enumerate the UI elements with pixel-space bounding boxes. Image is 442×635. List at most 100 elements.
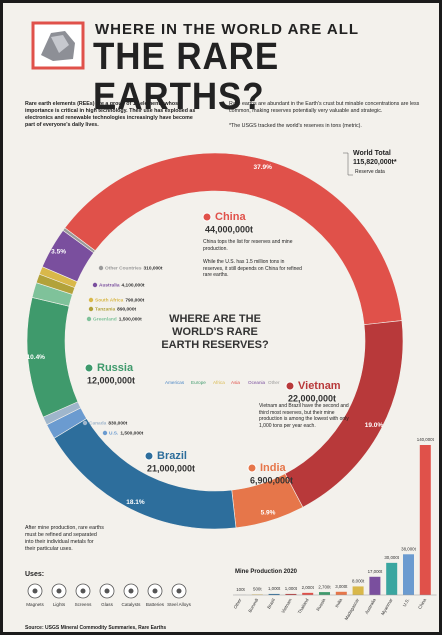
value-label: 500t bbox=[253, 587, 262, 592]
country-amount: 21,000,000t bbox=[147, 463, 195, 473]
bar bbox=[403, 554, 414, 595]
note: Vietnam and Brazil have the second and t… bbox=[259, 403, 349, 429]
country-amount: 12,000,000t bbox=[87, 375, 135, 385]
category-label: Australia bbox=[364, 597, 377, 615]
flag bbox=[102, 430, 108, 436]
country-amount: 4,100,000t bbox=[122, 282, 145, 288]
use-label: Magnets bbox=[26, 602, 44, 607]
chart-canvas: 37.9% 19.0% 5.9% 18.1% 10.4% 3.5% Americas Euro… bbox=[26, 21, 437, 621]
use-icon-dot bbox=[56, 588, 62, 594]
category-label: Thailand bbox=[297, 597, 310, 615]
bar-title: Mine Production 2020 bbox=[235, 569, 298, 575]
uses-title: Uses: bbox=[25, 571, 45, 578]
category-label: Other bbox=[233, 597, 243, 609]
value-label: 2,700t bbox=[318, 584, 331, 589]
center-title: WHERE ARE THE WORLD'S RARE EARTH RESERVE… bbox=[161, 313, 269, 351]
country-name: China bbox=[215, 211, 246, 223]
flag bbox=[86, 316, 92, 322]
country-amount: 22,000,000t bbox=[288, 393, 336, 403]
country-name: Other Countries bbox=[105, 265, 142, 271]
legend-label: Europe bbox=[191, 380, 206, 385]
value-label: 17,000t bbox=[368, 569, 383, 574]
use-icon-dot bbox=[152, 588, 158, 594]
ore-highlight bbox=[51, 35, 69, 53]
country-amount: 1,500,000t bbox=[120, 430, 143, 436]
country-name: India bbox=[260, 462, 287, 474]
intro-left: Rare earth elements (REEs) are a group o… bbox=[25, 101, 196, 128]
category-label: Russia bbox=[315, 597, 326, 612]
percent-label: 10.4% bbox=[27, 354, 46, 361]
country-amount: 890,000t bbox=[117, 306, 136, 312]
bar bbox=[386, 562, 398, 595]
country-amount: 1,500,000t bbox=[119, 316, 142, 322]
country-name: Brazil bbox=[157, 450, 187, 462]
percent-label: 3.5% bbox=[51, 249, 66, 256]
total-label: World Total bbox=[353, 150, 391, 157]
bar bbox=[369, 576, 381, 595]
bar bbox=[302, 592, 314, 595]
country-name: Canada bbox=[89, 420, 107, 426]
total-note: Reserve data bbox=[355, 169, 385, 175]
flag bbox=[92, 282, 98, 288]
footnote: *The USGS tracked the world's reserves i… bbox=[229, 123, 362, 129]
use-icon-dot bbox=[128, 588, 134, 594]
country-amount: 44,000,000t bbox=[205, 224, 253, 234]
leader bbox=[343, 152, 353, 176]
bar bbox=[352, 586, 364, 595]
total-value: 115,820,000t* bbox=[353, 159, 397, 166]
bar bbox=[251, 594, 263, 595]
category-label: Myanmar bbox=[380, 597, 394, 616]
value-label: 3,000t bbox=[335, 584, 348, 589]
category-label: Madagascar bbox=[344, 597, 361, 621]
bar bbox=[285, 593, 297, 595]
country-name: Tanzania bbox=[95, 306, 116, 312]
use-icon-dot bbox=[80, 588, 86, 594]
title: THE RARE EARTHS? bbox=[93, 36, 280, 118]
bar bbox=[268, 593, 280, 595]
intro-right: Rare earths are abundant in the Earth's … bbox=[229, 101, 420, 114]
donut-segment bbox=[64, 152, 403, 326]
legend-label: Oceania bbox=[248, 380, 266, 385]
flag bbox=[88, 306, 94, 312]
flag bbox=[88, 297, 94, 303]
use-label: Catalysts bbox=[122, 602, 142, 607]
use-icon-dot bbox=[32, 588, 38, 594]
donut-segment bbox=[62, 227, 96, 254]
flag bbox=[247, 463, 257, 473]
source: Source: USGS Mineral Commodity Summaries… bbox=[25, 625, 167, 631]
country-name: Russia bbox=[97, 362, 134, 374]
percent-label: 18.1% bbox=[126, 499, 145, 506]
use-label: Glass bbox=[101, 602, 113, 607]
percent-label: 5.9% bbox=[261, 510, 276, 517]
bar bbox=[335, 591, 347, 595]
country-name: South Africa bbox=[95, 297, 124, 303]
use-label: Batteries bbox=[146, 602, 165, 607]
kicker: WHERE IN THE WORLD ARE ALL bbox=[95, 21, 360, 38]
country-amount: 310,000t bbox=[144, 265, 163, 271]
flag bbox=[84, 363, 94, 373]
country-name: Australia bbox=[99, 282, 120, 288]
country-name: Vietnam bbox=[298, 380, 341, 392]
value-label: 100t bbox=[236, 587, 245, 592]
percent-label: 19.0% bbox=[365, 422, 384, 429]
legend-label: Africa bbox=[213, 380, 225, 385]
category-label: India bbox=[334, 597, 343, 608]
value-label: 8,000t bbox=[352, 579, 365, 584]
country-amount: 790,000t bbox=[125, 297, 144, 303]
use-icon-dot bbox=[176, 588, 182, 594]
value-label: 38,000t bbox=[401, 546, 416, 551]
flag bbox=[82, 420, 88, 426]
note: While the U.S. has 1.5 million tons in r… bbox=[203, 259, 302, 278]
use-label: Lights bbox=[53, 602, 66, 607]
use-icon-dot bbox=[104, 588, 110, 594]
country-amount: 830,000t bbox=[108, 420, 127, 426]
category-label: U.S. bbox=[402, 598, 411, 608]
note: China tops the list for reserves and min… bbox=[203, 239, 293, 252]
category-label: Burundi bbox=[247, 598, 259, 614]
flag bbox=[98, 265, 104, 271]
bar bbox=[319, 592, 330, 595]
legend-label: Other bbox=[268, 380, 280, 385]
flag bbox=[202, 212, 212, 222]
value-label: 1,000t bbox=[285, 586, 298, 591]
bar bbox=[419, 445, 431, 595]
